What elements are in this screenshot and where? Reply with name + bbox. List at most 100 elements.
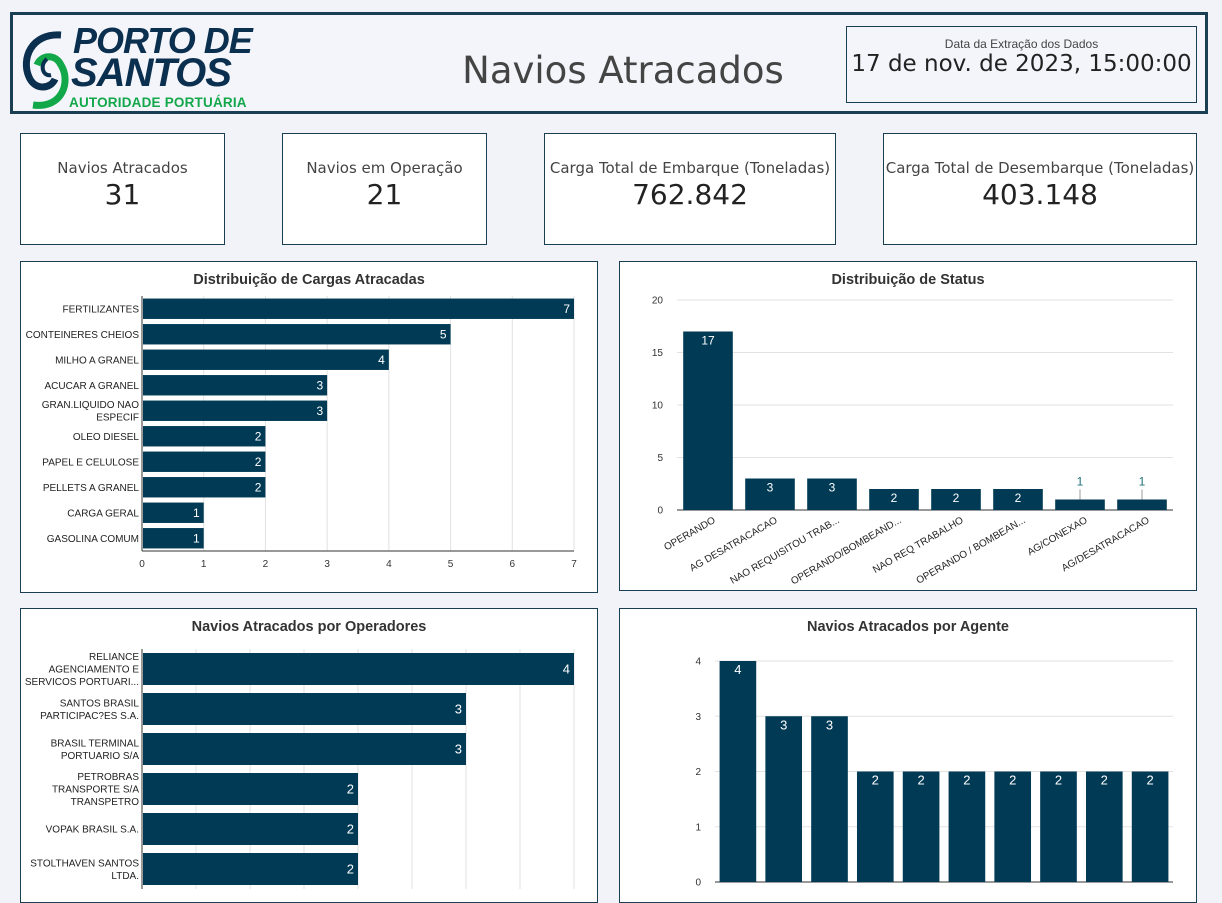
porto-de-santos-logo: PORTO DE SANTOS AUTORIDADE PORTUÁRIA xyxy=(21,20,266,111)
y-tick-label: 4 xyxy=(695,657,701,668)
bar-value-label: 2 xyxy=(953,491,960,505)
bar-value-label: 4 xyxy=(734,662,741,677)
bar-value-label: 2 xyxy=(917,773,924,788)
bar xyxy=(143,426,266,447)
bar xyxy=(1131,771,1169,882)
x-tick-label: 5 xyxy=(448,559,454,570)
bar xyxy=(143,324,451,345)
category-label: STOLTHAVEN SANTOS xyxy=(30,858,139,869)
category-label: SERVICOS PORTUARI... xyxy=(25,677,139,688)
category-label: OPERANDO / BOMBEAN... xyxy=(915,515,1028,586)
bar-value-label: 4 xyxy=(563,662,570,677)
bar-value-label: 1 xyxy=(1077,475,1084,489)
bar-value-label: 2 xyxy=(255,481,262,495)
bar xyxy=(994,771,1032,882)
bar xyxy=(1117,499,1167,510)
bar-value-label: 3 xyxy=(455,702,462,717)
bar-value-label: 1 xyxy=(193,506,200,520)
category-label: BRASIL TERMINAL xyxy=(51,738,140,749)
y-tick-label: 5 xyxy=(657,453,663,464)
bar xyxy=(811,716,848,882)
kpi-label: Carga Total de Embarque (Toneladas) xyxy=(549,159,831,177)
bar xyxy=(719,661,757,882)
category-label: NAO REQUISITOU TRAB... xyxy=(729,515,842,587)
chart-title: Distribuição de Cargas Atracadas xyxy=(193,272,425,288)
category-label: ACUCAR A GRANEL xyxy=(45,381,140,392)
x-tick-label: 3 xyxy=(324,559,330,570)
bar xyxy=(143,349,389,370)
bar-value-label: 2 xyxy=(1146,773,1153,788)
category-label: PELLETS A GRANEL xyxy=(43,483,140,494)
category-label: AGENCIAMENTO E xyxy=(49,665,140,676)
bar-value-label: 2 xyxy=(872,773,879,788)
bar-value-label: 2 xyxy=(347,822,354,837)
category-label: MILHO A GRANEL xyxy=(55,355,139,366)
bar-value-label: 3 xyxy=(780,717,787,732)
bar-value-label: 2 xyxy=(1015,491,1022,505)
bar-value-label: 1 xyxy=(1139,475,1146,489)
bar-value-label: 7 xyxy=(563,302,570,316)
category-label: PARTICIPAC?ES S.A. xyxy=(40,711,139,722)
kpi-navios-em-operacao: Navios em Operação 21 xyxy=(282,133,487,245)
kpi-carga-desembarque: Carga Total de Desembarque (Toneladas) 4… xyxy=(883,133,1197,245)
bar xyxy=(1040,771,1077,882)
category-label: TRANSPETRO xyxy=(71,797,140,808)
kpi-value: 762.842 xyxy=(632,178,748,211)
logo-swirl-icon xyxy=(22,31,69,109)
category-label: GRAN.LIQUIDO NAO xyxy=(42,400,139,411)
x-tick-label: 4 xyxy=(386,559,392,570)
y-tick-label: 1 xyxy=(695,822,701,833)
category-label: FERTILIZANTES xyxy=(63,304,140,315)
bar xyxy=(143,653,574,685)
category-label: LTDA. xyxy=(111,871,139,882)
bar xyxy=(948,771,986,882)
bar xyxy=(807,478,857,510)
bar-value-label: 2 xyxy=(255,430,262,444)
bar-value-label: 3 xyxy=(455,742,462,757)
kpi-value: 403.148 xyxy=(982,178,1098,211)
bar-value-label: 3 xyxy=(316,379,323,393)
bar xyxy=(143,853,358,885)
y-tick-label: 0 xyxy=(695,878,701,889)
bar xyxy=(143,502,204,523)
category-label: TRANSPORTE S/A xyxy=(52,785,139,796)
bar xyxy=(765,716,803,882)
category-label: RELIANCE xyxy=(89,652,139,663)
bar-value-label: 2 xyxy=(347,782,354,797)
x-tick-label: 2 xyxy=(263,559,269,570)
bar xyxy=(993,489,1043,510)
category-label: OPERANDO xyxy=(662,515,717,553)
x-tick-label: 0 xyxy=(139,559,145,570)
bar-value-label: 2 xyxy=(1101,773,1108,788)
category-label: VOPAK BRASIL S.A. xyxy=(46,825,139,836)
bar-value-label: 5 xyxy=(440,328,447,342)
bar-value-label: 2 xyxy=(891,491,898,505)
bar-value-label: 17 xyxy=(701,334,715,348)
bar xyxy=(143,400,328,421)
chart-title: Navios Atracados por Operadores xyxy=(191,619,427,635)
page-title: Navios Atracados xyxy=(462,49,784,92)
kpi-value: 21 xyxy=(366,178,403,211)
y-tick-label: 10 xyxy=(652,401,664,412)
extraction-date-label: Data da Extração dos Dados xyxy=(944,37,1099,51)
bar xyxy=(931,489,981,510)
bar-value-label: 2 xyxy=(347,862,354,877)
kpi-carga-embarque: Carga Total de Embarque (Toneladas) 762.… xyxy=(544,133,836,245)
logo-text-porto-de: PORTO DE xyxy=(73,20,253,61)
category-label: OLEO DIESEL xyxy=(73,432,140,443)
bar-value-label: 1 xyxy=(193,532,200,546)
bar xyxy=(143,773,358,805)
bar xyxy=(745,478,795,510)
chart-agente-svg: 0 1 2 3 4 4 3 3 2 2 2 2 2 2 2 xyxy=(695,657,1173,889)
extraction-date-value: 17 de nov. de 2023, 15:00:00 xyxy=(851,51,1192,77)
x-tick-label: 1 xyxy=(201,559,207,570)
bar xyxy=(143,375,328,396)
y-tick-label: 20 xyxy=(652,296,664,307)
bar xyxy=(902,771,940,882)
category-label: PAPEL E CELULOSE xyxy=(42,457,139,468)
chart-title: Distribuição de Status xyxy=(831,272,985,288)
chart-title: Navios Atracados por Agente xyxy=(807,619,1009,635)
bar-value-label: 2 xyxy=(963,773,970,788)
bar xyxy=(1085,771,1123,882)
